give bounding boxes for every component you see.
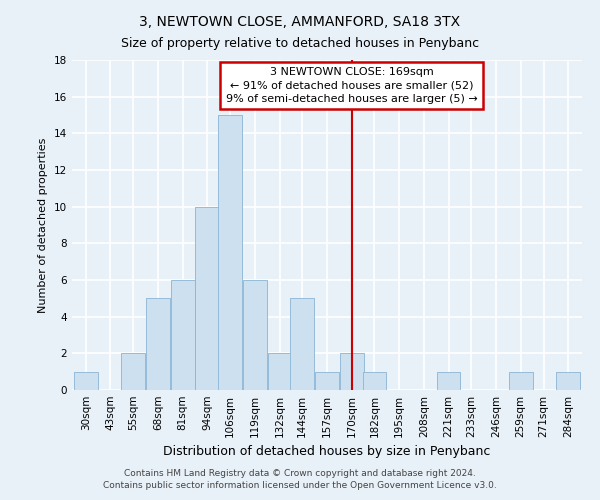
Bar (121, 354, 145, 390)
Y-axis label: Number of detached properties: Number of detached properties (38, 138, 49, 312)
Bar (315, 372, 339, 390)
Bar (171, 280, 194, 390)
Bar (556, 372, 580, 390)
Bar (218, 115, 242, 390)
Bar (362, 372, 386, 390)
Bar (243, 280, 266, 390)
Bar (437, 372, 460, 390)
Text: Contains HM Land Registry data © Crown copyright and database right 2024.
Contai: Contains HM Land Registry data © Crown c… (103, 468, 497, 490)
X-axis label: Distribution of detached houses by size in Penybanc: Distribution of detached houses by size … (163, 446, 491, 458)
Bar (509, 372, 533, 390)
Bar (74, 372, 98, 390)
Bar (290, 298, 314, 390)
Text: 3 NEWTOWN CLOSE: 169sqm
← 91% of detached houses are smaller (52)
9% of semi-det: 3 NEWTOWN CLOSE: 169sqm ← 91% of detache… (226, 68, 478, 104)
Bar (146, 298, 170, 390)
Text: Size of property relative to detached houses in Penybanc: Size of property relative to detached ho… (121, 38, 479, 51)
Text: 3, NEWTOWN CLOSE, AMMANFORD, SA18 3TX: 3, NEWTOWN CLOSE, AMMANFORD, SA18 3TX (139, 15, 461, 29)
Bar (340, 354, 364, 390)
Bar (268, 354, 292, 390)
Bar (196, 206, 219, 390)
